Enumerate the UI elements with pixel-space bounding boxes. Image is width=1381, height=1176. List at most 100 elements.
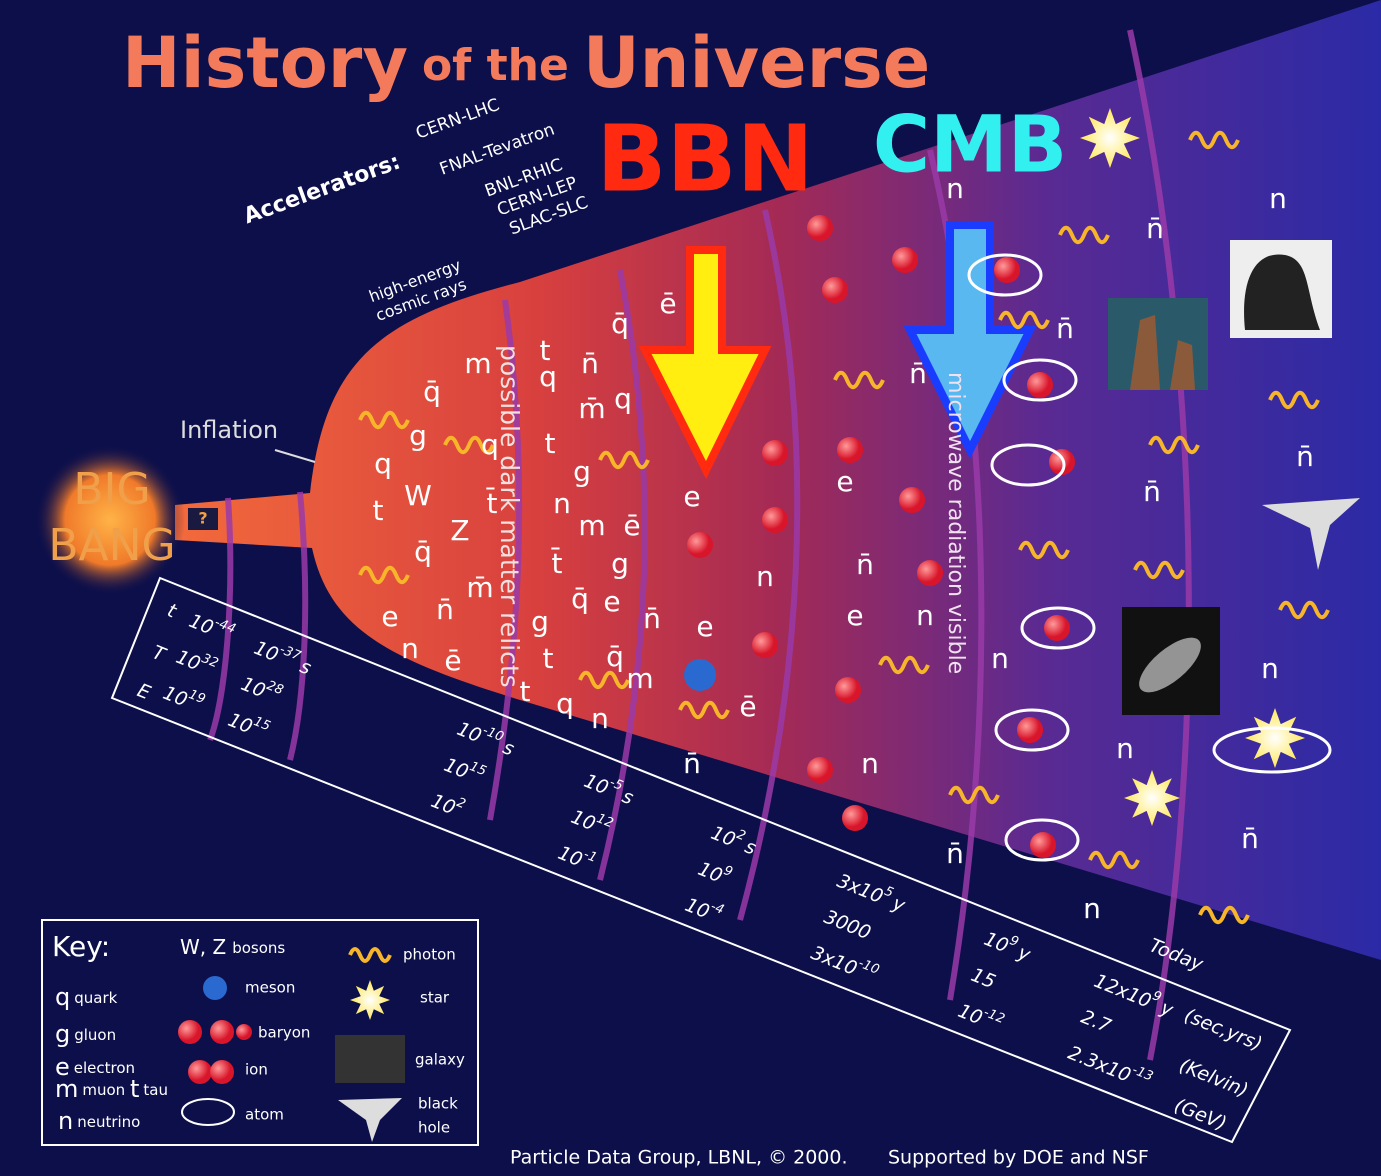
key-label: electron xyxy=(74,1059,135,1077)
baryon-icon xyxy=(994,257,1020,283)
particle: m̄ xyxy=(578,392,605,425)
baryon-icon xyxy=(807,215,833,241)
key-label: gluon xyxy=(74,1026,116,1044)
footer-credit: Particle Data Group, LBNL, © 2000. xyxy=(510,1147,848,1169)
particle: q xyxy=(481,428,499,461)
particle: q xyxy=(614,382,632,415)
particle: e xyxy=(696,610,713,643)
particle: g xyxy=(409,419,427,452)
baryon-icon xyxy=(835,677,861,703)
particle: t xyxy=(520,675,531,708)
particle: t̄ xyxy=(485,486,497,520)
particle: n̄ xyxy=(1143,475,1161,508)
key-icon-label: atom xyxy=(245,1106,284,1124)
key-black-hole-label: hole xyxy=(418,1119,450,1137)
title-part: of the xyxy=(422,40,569,91)
key-icon-label: ion xyxy=(245,1061,268,1079)
baryon-icon xyxy=(1030,832,1056,858)
baryon-icon xyxy=(917,560,943,586)
bbn-label: BBN xyxy=(596,105,813,212)
key-symbol: m xyxy=(55,1075,78,1103)
particle: n xyxy=(756,560,774,593)
key-object-label: photon xyxy=(403,946,456,964)
particle: n̄ xyxy=(683,747,701,780)
title-part: Universe xyxy=(583,22,930,104)
key-icon-label: meson xyxy=(245,979,295,997)
particle: n̄ xyxy=(1296,440,1314,473)
particle: n̄ xyxy=(946,837,964,870)
particle: g xyxy=(531,605,549,638)
baryon-icon xyxy=(752,632,778,658)
baryon-icon xyxy=(899,487,925,513)
baryon-icon xyxy=(762,507,788,533)
particle: Z xyxy=(450,514,469,547)
particle: m xyxy=(578,509,605,542)
dark-matter-label: possible dark matter relicts xyxy=(495,345,524,688)
particle: m xyxy=(464,347,491,380)
particle: g xyxy=(573,455,591,488)
star-icon xyxy=(1124,770,1180,826)
baryon-icon xyxy=(807,757,833,783)
key-symbol: W, Z xyxy=(180,935,226,959)
particle: ē xyxy=(659,287,676,320)
particle: n̄ xyxy=(1056,312,1074,345)
key-ball-icon xyxy=(188,1060,212,1084)
particle: n xyxy=(1261,652,1279,685)
key-label: quark xyxy=(74,989,117,1007)
key-black-hole-label: black xyxy=(418,1095,458,1113)
particle: n̄ xyxy=(1146,212,1164,245)
particle: q̄ xyxy=(423,375,441,408)
particle: ē xyxy=(739,690,756,723)
unknown-label: ? xyxy=(198,509,207,528)
key-galaxy-icon xyxy=(335,1035,405,1083)
cmb-label: CMB xyxy=(873,100,1067,190)
baryon-icon xyxy=(1027,372,1053,398)
big-bang-label: BANG xyxy=(48,520,175,571)
key-title: Key: xyxy=(52,930,110,963)
inflation-label: Inflation xyxy=(180,416,278,444)
key-label: bosons xyxy=(232,939,285,957)
particle: q̄ xyxy=(606,640,624,673)
key-label: neutrino xyxy=(77,1113,140,1131)
particle: g xyxy=(611,547,629,580)
particle: q xyxy=(374,447,392,480)
baryon-icon xyxy=(837,437,863,463)
particle: q xyxy=(556,687,574,720)
baryon-icon xyxy=(1017,717,1043,743)
particle: n xyxy=(1269,182,1287,215)
particle: n xyxy=(991,642,1009,675)
particle: n xyxy=(916,599,934,632)
particle: ē xyxy=(623,509,640,542)
particle: t xyxy=(545,427,556,460)
particle: ē xyxy=(444,644,461,677)
baryon-icon xyxy=(762,440,788,466)
key-icon-label: baryon xyxy=(258,1024,310,1042)
particle: n xyxy=(591,702,609,735)
particle: n xyxy=(553,487,571,520)
baryon-icon xyxy=(822,277,848,303)
baryon-icon xyxy=(1044,615,1070,641)
particle: t xyxy=(543,642,554,675)
title-part: History xyxy=(122,22,408,104)
particle: e xyxy=(836,465,853,498)
key-object-label: star xyxy=(420,989,450,1007)
baryon-icon xyxy=(842,805,868,831)
key-symbol: q xyxy=(55,983,70,1011)
key-symbol: g xyxy=(55,1020,70,1048)
key-ball-icon xyxy=(210,1020,234,1044)
baryon-icon xyxy=(687,532,713,558)
particle: n̄ xyxy=(1241,822,1259,855)
particle: m xyxy=(626,662,653,695)
particle: t xyxy=(373,494,384,527)
key-star-icon xyxy=(350,980,390,1020)
key-meson-icon xyxy=(203,976,227,1000)
particle: q̄ xyxy=(414,535,432,568)
particle: e xyxy=(846,599,863,632)
particle: m̄ xyxy=(466,571,493,604)
key-object-label: galaxy xyxy=(415,1051,465,1069)
key-ball-icon xyxy=(210,1060,234,1084)
particle: n xyxy=(861,747,879,780)
particle: n̄ xyxy=(856,548,874,581)
particle: q̄ xyxy=(611,307,629,340)
particle: n̄ xyxy=(643,602,661,635)
